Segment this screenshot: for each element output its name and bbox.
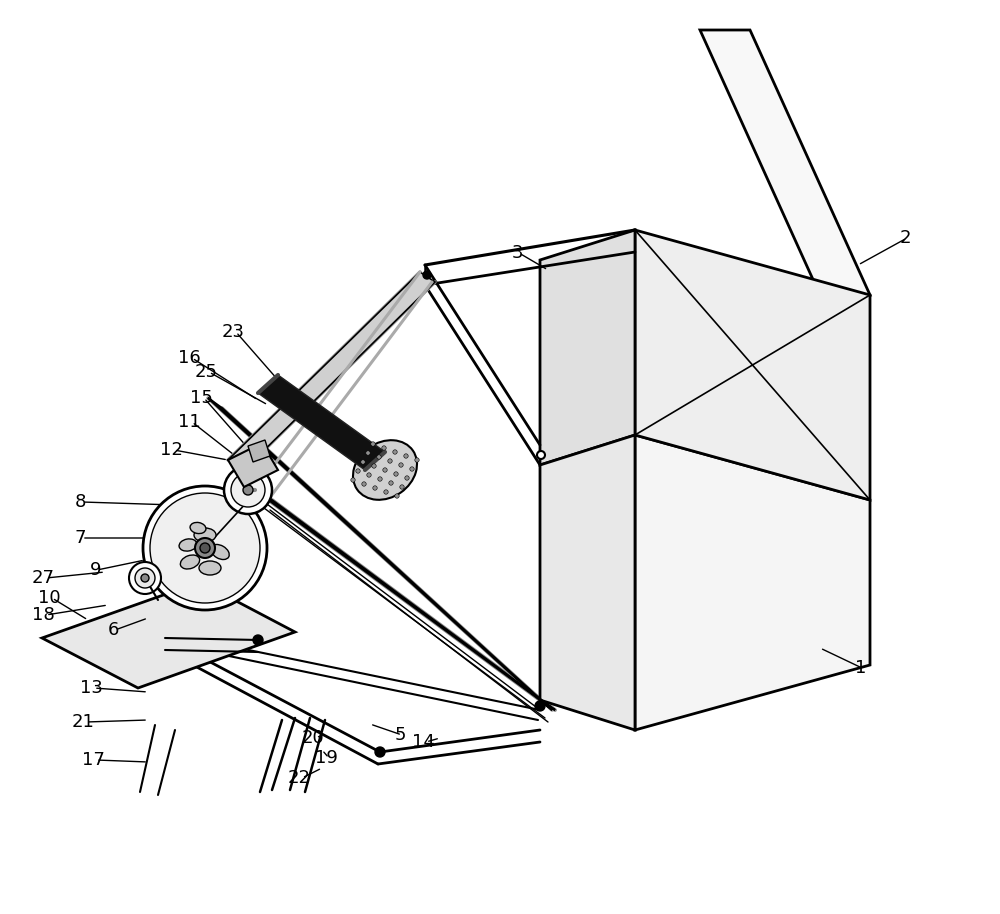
Text: 11: 11 [178, 413, 201, 431]
Text: 17: 17 [82, 751, 105, 769]
Text: 12: 12 [160, 441, 183, 459]
Text: 23: 23 [222, 323, 245, 341]
Text: 18: 18 [32, 606, 55, 624]
Circle shape [395, 494, 399, 498]
Circle shape [356, 469, 360, 473]
Polygon shape [228, 272, 435, 470]
Polygon shape [228, 443, 278, 487]
Circle shape [535, 701, 545, 711]
Circle shape [394, 472, 398, 476]
Polygon shape [208, 398, 552, 710]
Ellipse shape [194, 528, 216, 542]
Circle shape [361, 460, 365, 464]
Circle shape [399, 462, 403, 467]
Ellipse shape [180, 555, 200, 569]
Circle shape [378, 477, 382, 481]
Circle shape [141, 574, 149, 582]
Circle shape [382, 446, 386, 451]
Text: 15: 15 [190, 389, 213, 407]
Circle shape [373, 486, 377, 490]
Circle shape [400, 484, 404, 489]
Text: 1: 1 [855, 659, 866, 677]
Circle shape [423, 271, 431, 279]
Circle shape [372, 463, 376, 468]
Circle shape [389, 481, 393, 485]
Polygon shape [258, 375, 385, 470]
Circle shape [351, 478, 355, 483]
Ellipse shape [190, 523, 206, 534]
Circle shape [362, 482, 366, 486]
Circle shape [410, 467, 414, 472]
Polygon shape [635, 435, 870, 730]
Circle shape [200, 543, 210, 553]
Circle shape [375, 747, 385, 757]
Text: 8: 8 [75, 493, 86, 511]
Circle shape [415, 458, 419, 462]
Circle shape [143, 486, 267, 610]
Text: 2: 2 [900, 229, 912, 247]
Polygon shape [635, 230, 870, 500]
Text: 14: 14 [412, 733, 435, 751]
Circle shape [224, 466, 272, 514]
Circle shape [253, 635, 263, 645]
Ellipse shape [179, 539, 197, 551]
Circle shape [388, 459, 392, 463]
Circle shape [377, 455, 381, 459]
Text: 16: 16 [178, 349, 201, 367]
Text: 21: 21 [72, 713, 95, 731]
Ellipse shape [199, 561, 221, 575]
Text: 3: 3 [512, 244, 524, 262]
Ellipse shape [211, 545, 229, 559]
Polygon shape [700, 30, 870, 295]
Circle shape [404, 453, 408, 458]
Polygon shape [42, 582, 295, 688]
Circle shape [383, 468, 387, 473]
Circle shape [371, 441, 375, 446]
Text: 19: 19 [315, 749, 338, 767]
Text: 9: 9 [90, 561, 102, 579]
Text: 25: 25 [195, 363, 218, 381]
Text: 13: 13 [80, 679, 103, 697]
Text: 7: 7 [75, 529, 87, 547]
Ellipse shape [353, 441, 417, 500]
Circle shape [366, 451, 370, 455]
Circle shape [150, 493, 260, 603]
Text: 6: 6 [108, 621, 119, 639]
Text: 22: 22 [288, 769, 311, 787]
Circle shape [384, 490, 388, 494]
Circle shape [367, 473, 371, 477]
Circle shape [195, 538, 215, 558]
Polygon shape [255, 490, 555, 710]
Circle shape [243, 485, 253, 495]
Circle shape [537, 451, 545, 459]
Circle shape [135, 568, 155, 588]
Text: 5: 5 [395, 726, 406, 744]
Circle shape [129, 562, 161, 594]
Text: 27: 27 [32, 569, 55, 587]
Circle shape [393, 450, 397, 454]
Polygon shape [540, 435, 635, 730]
Polygon shape [540, 230, 635, 465]
Text: 10: 10 [38, 589, 61, 607]
Text: 20: 20 [302, 729, 325, 747]
Circle shape [231, 473, 265, 507]
Polygon shape [248, 440, 270, 462]
Circle shape [405, 476, 409, 480]
